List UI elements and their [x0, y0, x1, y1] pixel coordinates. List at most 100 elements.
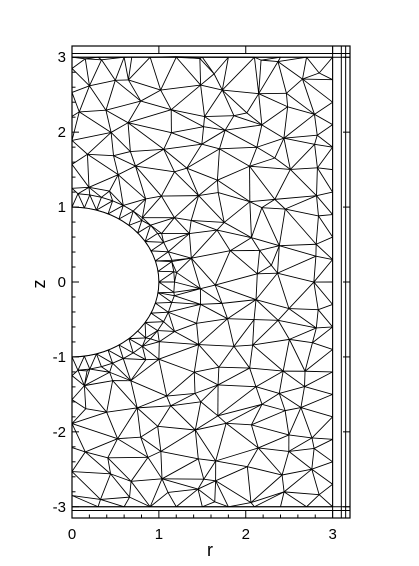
mesh-edge: [288, 308, 317, 329]
mesh-edge: [88, 186, 102, 198]
mesh-edge: [314, 114, 318, 136]
mesh-edge: [145, 321, 164, 323]
mesh-edge: [277, 245, 280, 274]
mesh-edge: [197, 480, 216, 490]
mesh-edge: [174, 217, 192, 221]
mesh-edge: [84, 451, 111, 475]
mesh-edge: [216, 180, 219, 193]
mesh-edge: [318, 215, 333, 238]
mesh-edge: [217, 192, 225, 223]
mesh-edge: [105, 100, 141, 111]
mesh-edge: [150, 330, 158, 340]
mesh-edge: [135, 165, 147, 200]
mesh-edge: [315, 236, 333, 245]
mesh-edge: [282, 339, 290, 372]
y-tick: -2: [53, 424, 350, 441]
mesh-edge: [71, 408, 87, 424]
mesh-edge: [252, 319, 255, 346]
mesh-edge: [127, 109, 172, 124]
mesh-edge: [140, 436, 149, 458]
mesh-edge: [71, 188, 79, 195]
mesh-edge: [71, 447, 86, 453]
mesh-edge: [313, 438, 333, 449]
mesh-edge: [137, 220, 143, 234]
mesh-edge: [88, 186, 110, 192]
mesh-edge: [315, 215, 319, 245]
mesh-edge: [127, 122, 172, 134]
mesh-edge: [130, 359, 147, 381]
mesh-edge: [163, 242, 169, 252]
mesh-edge: [261, 393, 280, 405]
mesh-edge: [278, 371, 284, 394]
mesh-edge: [85, 438, 118, 453]
mesh-edge: [283, 491, 307, 508]
mesh-edge: [170, 84, 201, 111]
mesh-edge: [261, 59, 279, 63]
mesh-edge: [258, 93, 263, 125]
mesh-edge: [142, 195, 162, 218]
mesh-edge: [282, 370, 305, 387]
mesh-edge: [101, 190, 110, 198]
mesh-edge: [105, 109, 129, 124]
y-tick-label: 2: [58, 124, 66, 141]
mesh-edge: [201, 143, 220, 150]
mesh-edge: [142, 217, 151, 226]
mesh-edge: [217, 367, 250, 386]
mesh-edge: [225, 403, 263, 424]
mesh-edge: [221, 299, 257, 304]
mesh-edge: [197, 478, 205, 490]
mesh-edge: [128, 210, 134, 226]
mesh-edge: [137, 405, 171, 409]
mesh-edge: [300, 393, 333, 408]
mesh-edge: [159, 341, 199, 346]
mesh-edge: [306, 494, 320, 508]
mesh-edge: [283, 138, 291, 170]
mesh-edge: [213, 56, 229, 75]
mesh-edge: [190, 229, 218, 259]
mesh-edge: [105, 80, 116, 111]
mesh-edge: [213, 73, 223, 91]
mesh-edge: [77, 186, 90, 195]
mesh-edge: [304, 342, 313, 372]
mesh-edge: [311, 437, 333, 440]
mesh-edge: [258, 434, 290, 449]
mesh-edge: [157, 425, 196, 431]
mesh-edge: [194, 429, 217, 462]
mesh-edge: [117, 165, 136, 176]
mesh-edge: [200, 85, 206, 117]
mesh-edge: [109, 174, 119, 192]
mesh-edge: [216, 222, 225, 231]
mesh-edge: [79, 109, 106, 113]
mesh-edge: [215, 460, 248, 468]
mesh-edge: [84, 385, 108, 413]
mesh-edge: [198, 318, 228, 345]
mesh-edge: [77, 370, 85, 386]
mesh-edge: [85, 408, 107, 413]
mesh-edge: [247, 466, 283, 476]
mesh-edge: [128, 338, 134, 354]
mesh-edge: [118, 344, 124, 359]
obstacle-boundary: [71, 206, 160, 358]
mesh-edge: [290, 143, 315, 170]
mesh-edge: [109, 190, 114, 201]
mesh-edge: [218, 192, 250, 203]
mesh-edge: [306, 56, 320, 74]
mesh-edge: [233, 319, 255, 347]
mesh-edge: [106, 380, 114, 413]
mesh-edge: [193, 344, 200, 373]
mesh-edge: [132, 210, 143, 219]
mesh-edge: [217, 179, 251, 203]
mesh-edge: [174, 288, 201, 297]
mesh-edge: [161, 217, 175, 234]
mesh-edge: [157, 426, 162, 452]
mesh-edge: [136, 395, 167, 409]
mesh-edge: [203, 460, 217, 480]
mesh-edge: [123, 205, 134, 212]
mesh-edge: [317, 146, 333, 169]
mesh-edge: [173, 288, 201, 293]
mesh-edge: [278, 208, 286, 246]
mesh-edge: [312, 326, 333, 344]
mesh-edge: [302, 78, 333, 103]
mesh-edge: [200, 302, 222, 305]
mesh-edge: [202, 501, 215, 508]
